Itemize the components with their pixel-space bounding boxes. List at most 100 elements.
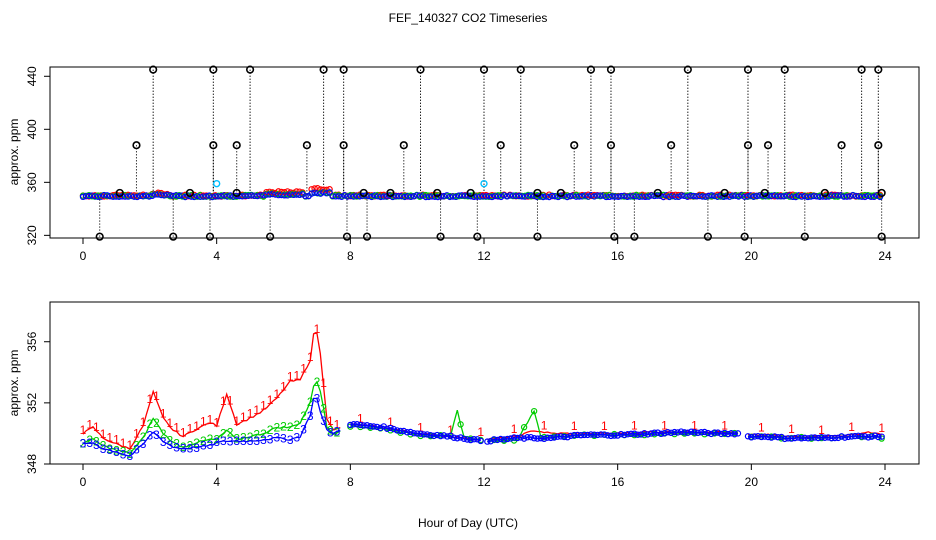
- series-2-label-marker: 2: [126, 447, 133, 461]
- outlier-low-marker: [95, 232, 104, 241]
- outlier-high-marker: [857, 65, 866, 74]
- outlier-mid-marker: [209, 141, 218, 150]
- series-1-label-marker: 1: [758, 421, 765, 435]
- series-3-point: [544, 434, 551, 441]
- series-2-label-marker: 2: [220, 426, 227, 440]
- outlier-mid-marker: [232, 141, 241, 150]
- top-point-series3: [729, 192, 736, 199]
- outlier-small-marker: [653, 188, 662, 198]
- top-point-series3: [615, 193, 622, 200]
- series-3-point: [758, 433, 765, 441]
- series-3-point: [784, 435, 792, 442]
- top-x-tick-label: 8: [347, 249, 354, 263]
- outlier-high-marker: [245, 65, 255, 74]
- top-point-series3: [392, 192, 399, 200]
- top-point-series3: [488, 193, 496, 201]
- series-1-label-marker: 1: [447, 423, 454, 437]
- series-3-point: [821, 434, 829, 441]
- outlier-mid-marker: [496, 141, 505, 150]
- series-3-line: [82, 397, 341, 457]
- top-point-series3: [579, 193, 586, 200]
- series-3-label-marker: 3: [233, 434, 240, 448]
- series-3-point: [527, 433, 534, 441]
- series-3-point: [851, 432, 859, 440]
- series-3-point: [367, 423, 374, 430]
- series-1-label-marker: 1: [417, 421, 424, 435]
- series-3-point: [611, 432, 618, 439]
- top-point-series3: [606, 193, 613, 201]
- series-3-point: [530, 435, 538, 442]
- series-3-point: [718, 430, 725, 438]
- series-2-point: [530, 407, 538, 415]
- series-3-point: [704, 429, 712, 437]
- top-point-series3: [609, 193, 616, 200]
- top-point-series3: [582, 192, 589, 199]
- outlier-mid-marker: [302, 141, 311, 150]
- top-point-series3: [633, 193, 640, 200]
- series-3-point: [397, 427, 404, 435]
- series-2-line: [82, 380, 341, 455]
- outlier-small-marker: [466, 188, 475, 198]
- top-point-series3: [446, 193, 454, 201]
- series-3-point: [794, 434, 802, 441]
- top-point-series3: [242, 192, 249, 200]
- outlier-mid-marker: [763, 141, 773, 150]
- top-point-series3: [479, 192, 487, 200]
- series-3-label-marker: 3: [160, 435, 167, 449]
- top-point-series3: [347, 192, 354, 200]
- top-point-series3: [783, 192, 790, 199]
- top-point-series3: [810, 192, 818, 200]
- top-point-series3: [161, 192, 168, 199]
- top-point-series3: [527, 192, 535, 199]
- top-point-series3: [711, 192, 718, 200]
- series-1-label-marker: 1: [227, 394, 234, 408]
- top-point-series3: [777, 193, 784, 200]
- outlier-small-marker: [386, 188, 395, 198]
- outlier-mid-marker: [874, 141, 883, 150]
- top-point-series3: [401, 193, 409, 201]
- top-point-series3: [828, 192, 836, 199]
- series-1-label-marker: 1: [247, 406, 254, 420]
- outlier-high-marker: [743, 65, 753, 74]
- top-point-series3: [245, 192, 252, 199]
- series-2-label-marker: 2: [120, 445, 127, 459]
- series-2-label-marker: 2: [334, 425, 341, 439]
- series-1-label-marker: 1: [788, 422, 795, 436]
- top-point-series3: [624, 193, 631, 200]
- series-2-label-marker: 2: [300, 409, 307, 423]
- top-point-series3: [127, 192, 135, 199]
- top-point-series3: [308, 190, 315, 197]
- series-2-label-marker: 2: [106, 442, 113, 456]
- outlier-low-marker: [205, 232, 215, 241]
- series-1-label-marker: 1: [193, 419, 200, 433]
- series-1-label-marker: 1: [818, 423, 825, 437]
- x-axis-label: Hour of Day (UTC): [418, 516, 518, 530]
- top-point-series3: [768, 192, 775, 200]
- series-1-label-marker: 1: [133, 427, 140, 441]
- series-3-label-marker: 3: [327, 425, 334, 439]
- top-point-series3: [239, 193, 246, 200]
- series-3-point: [828, 434, 835, 442]
- outlier-low-marker: [703, 232, 712, 241]
- series-2-label-marker: 2: [294, 418, 301, 432]
- top-data-layer: [79, 65, 886, 241]
- series-3-point: [594, 431, 601, 439]
- series-3-point: [627, 430, 635, 438]
- top-point-series3: [419, 192, 427, 199]
- top-point-series3: [585, 193, 592, 200]
- series-3-point: [734, 430, 742, 437]
- outlier-low-marker: [436, 232, 445, 241]
- top-point-series3: [705, 192, 712, 200]
- top-point-series3: [618, 192, 625, 200]
- series-3-point: [581, 431, 588, 439]
- series-3-point: [577, 431, 585, 439]
- series-3-point: [557, 433, 565, 440]
- series-3-point: [855, 432, 862, 440]
- series-3-point: [494, 436, 501, 444]
- series-3-point: [771, 433, 778, 440]
- series-1-label-marker: 1: [187, 421, 194, 435]
- top-point-series3: [843, 193, 851, 200]
- series-3-point: [477, 437, 484, 445]
- series-3-point: [470, 435, 478, 443]
- series-3-label-marker: 3: [86, 436, 93, 450]
